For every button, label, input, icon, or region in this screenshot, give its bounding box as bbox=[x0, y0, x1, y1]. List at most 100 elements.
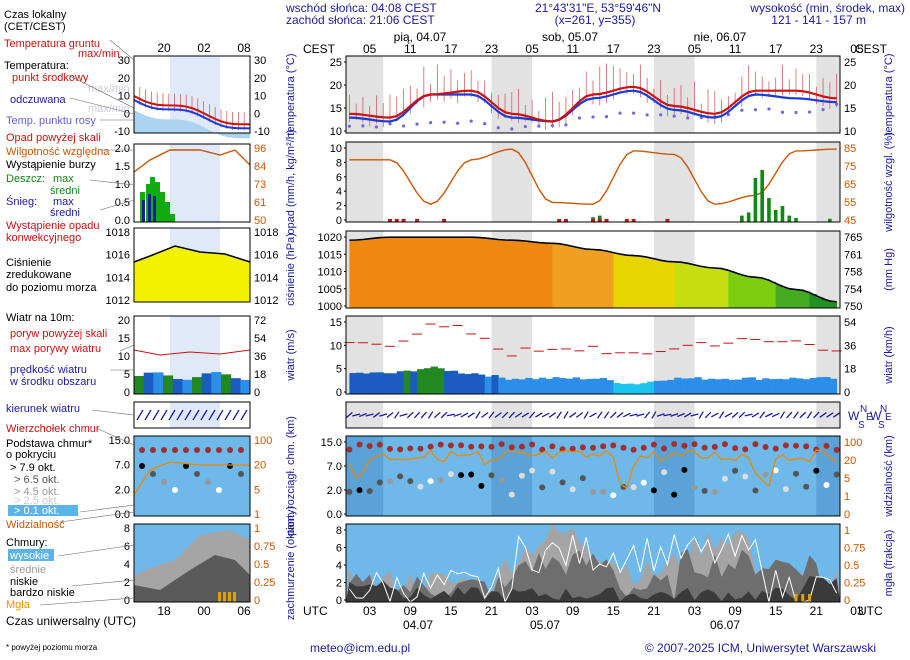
email-text: meteo@icm.edu.pl bbox=[310, 641, 410, 655]
cloud-top-dot bbox=[539, 446, 546, 453]
wind-arrow bbox=[569, 412, 577, 418]
wind-arrow bbox=[501, 411, 509, 419]
pressure-bar bbox=[599, 250, 608, 308]
cloud-base-dot bbox=[386, 478, 393, 485]
cloud-base-dot bbox=[752, 487, 759, 494]
dew-point-mark bbox=[591, 115, 595, 119]
mini-tick-right: 5 bbox=[254, 484, 260, 496]
legend-cl-mid: średnie bbox=[10, 564, 46, 576]
mini-tick-left: 30 bbox=[118, 55, 130, 67]
mini-wind-bar bbox=[221, 374, 232, 394]
ytick-right: 0.5 bbox=[844, 560, 859, 572]
wind-speed-bar bbox=[680, 378, 689, 394]
cloud-top-dot bbox=[752, 441, 759, 448]
cloud-top-dot bbox=[620, 444, 627, 451]
mini-cloud-base bbox=[227, 463, 233, 469]
mini-tick-left: 8 bbox=[124, 523, 130, 535]
cloud-base-dot bbox=[782, 486, 789, 493]
wind-speed-bar bbox=[559, 378, 567, 394]
ytick-right: 100 bbox=[844, 437, 862, 449]
pressure-bar bbox=[728, 271, 736, 308]
mini-tick-left: 1.0 bbox=[115, 179, 130, 191]
ytick-right: 1 bbox=[844, 491, 850, 503]
cloud-top-dot bbox=[793, 442, 800, 449]
pressure-bar bbox=[545, 243, 553, 308]
rain-bar bbox=[773, 210, 778, 222]
mini-local-tick: 08 bbox=[237, 41, 251, 55]
dew-point-mark bbox=[550, 124, 554, 128]
mini-tick-left: 0 bbox=[124, 387, 130, 399]
wind-speed-bar bbox=[444, 371, 452, 394]
mini-wind-bar bbox=[172, 379, 183, 394]
wind-arrow bbox=[813, 411, 820, 419]
cloud-base-dot bbox=[610, 492, 617, 499]
mini-tick-right: 0.25 bbox=[254, 577, 275, 589]
wind-arrow bbox=[677, 412, 685, 418]
pressure-bar bbox=[505, 240, 513, 308]
dew-point-mark bbox=[645, 113, 649, 117]
wind-arrow bbox=[406, 411, 414, 419]
cloud-base-dot bbox=[447, 471, 454, 478]
wind-arrow bbox=[603, 411, 610, 419]
wind-arrow bbox=[793, 411, 799, 419]
mini-border bbox=[133, 227, 251, 303]
pressure-bar bbox=[674, 261, 682, 308]
mini-tick-right: 30 bbox=[254, 55, 266, 67]
wind-speed-bar bbox=[748, 377, 756, 394]
pressure-bar bbox=[423, 237, 432, 308]
legend-snow-mid: średni bbox=[50, 207, 80, 219]
wind-speed-bar bbox=[430, 366, 438, 394]
mini-tick-right: 1012 bbox=[254, 295, 278, 307]
cloud-vlow-area bbox=[346, 576, 840, 602]
panel-border-wind_dir bbox=[345, 401, 841, 429]
panel-border-cloud_cover bbox=[345, 523, 841, 603]
wind-arrow bbox=[636, 413, 645, 417]
cloud-top-dot bbox=[640, 444, 647, 451]
mini-wind-arrow bbox=[144, 409, 152, 421]
local-hour-tick: 05 bbox=[850, 42, 864, 56]
wind-arrow bbox=[765, 412, 773, 418]
legend-connector bbox=[59, 511, 135, 523]
utc-hour-tick: 21 bbox=[810, 604, 824, 618]
cloud-top-dot bbox=[376, 441, 383, 448]
compass-n2: N bbox=[880, 404, 887, 415]
wind-speed-bar bbox=[809, 378, 817, 394]
panel-border-precip bbox=[345, 141, 841, 223]
legend-connector bbox=[71, 579, 135, 587]
wind-arrow bbox=[548, 412, 557, 418]
mini-cloud-top bbox=[227, 447, 233, 453]
night-band bbox=[816, 316, 840, 394]
wind-arrow bbox=[352, 413, 361, 417]
wind-arrow bbox=[651, 411, 657, 419]
mini-tick-right: 61 bbox=[254, 197, 266, 209]
wind-arrow bbox=[345, 411, 353, 419]
tz-local: CEST bbox=[303, 42, 336, 56]
day-label-top: nie, 06.07 bbox=[694, 30, 747, 44]
legend-rain: Deszcz: bbox=[6, 173, 45, 185]
cloud-top-dot bbox=[468, 443, 475, 450]
wind-speed-bar bbox=[471, 373, 479, 394]
utc-hour-tick: 21 bbox=[485, 604, 499, 618]
day-label-bottom: 04.07 bbox=[403, 618, 433, 632]
pressure-bar bbox=[789, 289, 797, 308]
compass-n: N bbox=[860, 404, 867, 415]
cloud-top-dot bbox=[437, 441, 444, 448]
mini-tick-right: 54 bbox=[254, 333, 266, 345]
altitude-values: 121 - 141 - 157 m bbox=[771, 13, 866, 27]
legend-okt-45: > 4.5 okt. bbox=[14, 486, 60, 498]
wind-arrow bbox=[514, 412, 523, 418]
legend-max-gust: max porywy wiatru bbox=[10, 343, 101, 355]
ytick-right: 0 bbox=[844, 595, 850, 607]
mini-cloud-top bbox=[172, 447, 178, 453]
fog-bar bbox=[801, 594, 805, 602]
mini-tick-left: 2.0 bbox=[115, 143, 130, 155]
cloud-base-dot bbox=[600, 488, 607, 495]
mini-visibility bbox=[133, 461, 250, 496]
wind-speed-bar bbox=[816, 377, 824, 394]
wind-arrow bbox=[427, 411, 434, 419]
mini-tick-right: 73 bbox=[254, 179, 266, 191]
legend-connector bbox=[79, 504, 135, 513]
wind-speed-bar bbox=[728, 379, 736, 394]
cloud-base-dot bbox=[488, 472, 495, 479]
conv-marker bbox=[401, 219, 406, 222]
